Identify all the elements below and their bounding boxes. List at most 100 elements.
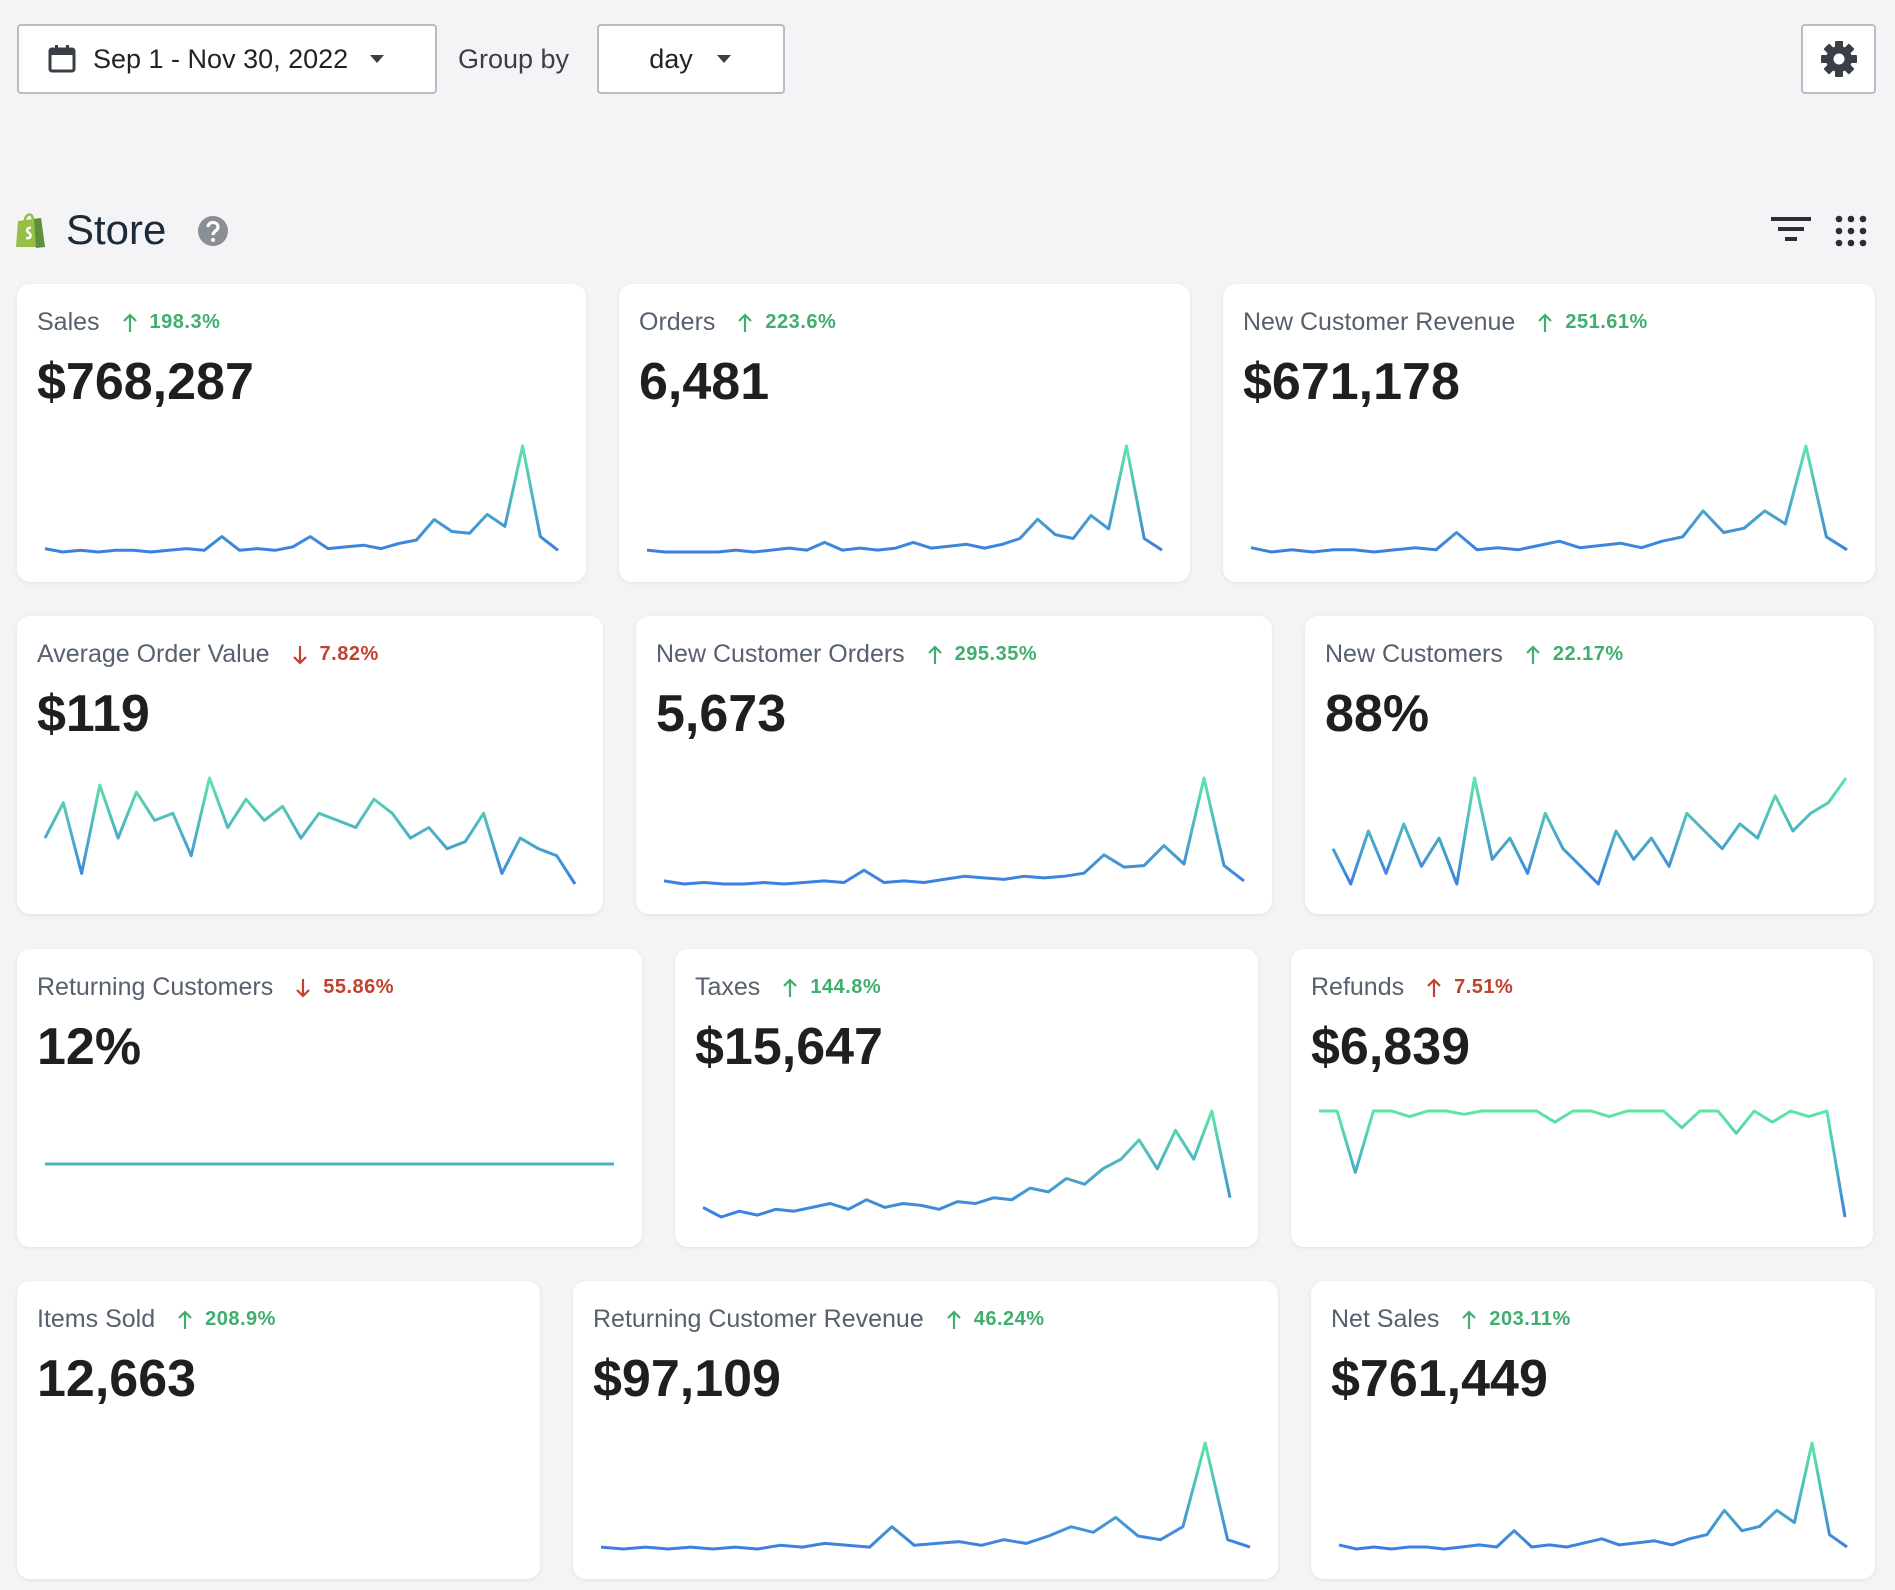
metric-header: Refunds 7.51% <box>1311 973 1513 1002</box>
metric-label: New Customer Orders <box>656 640 905 668</box>
metric-value: $15,647 <box>695 1018 883 1076</box>
metric-value: $6,839 <box>1311 1018 1471 1076</box>
arrow-path <box>1526 644 1540 664</box>
change-value: 46.24% <box>973 1308 1045 1330</box>
arrow-path <box>1538 312 1553 332</box>
metric-value: $97,109 <box>593 1350 781 1408</box>
metric-card: Refunds 7.51% $6,839 <box>1291 949 1873 1247</box>
metric-header: New Customer Revenue 251.61% <box>1243 308 1648 337</box>
metric-header: New Customer Orders 295.35% <box>656 640 1037 669</box>
metric-card: Orders 223.6% 6,481 <box>619 284 1190 582</box>
sparkline-chart <box>1338 1441 1848 1551</box>
metric-value: $119 <box>37 685 150 743</box>
metric-change: 295.35% <box>927 643 1037 666</box>
metric-card: New Customer Revenue 251.61% $671,178 <box>1223 284 1875 582</box>
metric-label: Sales <box>37 308 100 336</box>
change-value: 208.9% <box>205 1308 276 1330</box>
trend-arrow <box>1538 312 1553 332</box>
change-value: 198.3% <box>149 311 221 333</box>
metric-card: Average Order Value 7.82% $119 <box>17 616 603 914</box>
arrow-path <box>178 1309 192 1329</box>
sparkline <box>1319 1109 1847 1218</box>
sparkline <box>43 776 577 885</box>
sparkline-chart <box>1319 1109 1847 1218</box>
section-title: Store <box>66 206 167 253</box>
grid-icon[interactable] <box>1835 215 1867 247</box>
change-value: 295.35% <box>954 643 1038 665</box>
date-range-picker[interactable]: Sep 1 - Nov 30, 2022 <box>17 24 437 94</box>
metric-value: $761,449 <box>1331 1350 1548 1408</box>
metric-card: Net Sales 203.11% $761,449 <box>1311 1281 1875 1579</box>
metric-label: Average Order Value <box>37 640 270 668</box>
sparkline <box>600 1441 1251 1551</box>
arrow-path <box>296 978 310 998</box>
arrow-path <box>738 312 753 332</box>
metric-change: 223.6% <box>737 311 836 334</box>
sparkline <box>702 1109 1232 1219</box>
sparkline-chart <box>44 444 559 554</box>
metric-label: New Customer Revenue <box>1243 308 1516 336</box>
metric-value: 12,663 <box>37 1350 197 1408</box>
sparkline-chart <box>43 776 577 885</box>
metric-value: 5,673 <box>656 685 787 743</box>
sparkline <box>646 444 1163 554</box>
trend-arrow <box>738 312 753 332</box>
sparkline <box>1338 1441 1848 1551</box>
change-value: 7.51% <box>1454 976 1514 998</box>
metric-label: Items Sold <box>37 1305 156 1333</box>
metric-change: 203.11% <box>1461 1308 1570 1331</box>
change-value: 223.6% <box>765 311 837 333</box>
metric-label: Net Sales <box>1331 1305 1440 1333</box>
arrow-path <box>1462 1309 1477 1329</box>
metric-card: New Customers 22.17% 88% <box>1305 616 1874 914</box>
metric-change: 144.8% <box>782 976 881 999</box>
metric-card: Items Sold 208.9% 12,663 <box>17 1281 540 1579</box>
gear-icon <box>1820 41 1857 77</box>
metric-card: Returning Customers 55.86% 12% <box>17 949 642 1247</box>
shopify-icon <box>16 213 45 248</box>
metric-header: Returning Customers 55.86% <box>37 973 394 1002</box>
metric-label: Taxes <box>695 973 761 1001</box>
metric-change: 7.51% <box>1426 976 1513 999</box>
filter-icon[interactable] <box>1770 214 1812 244</box>
sparkline <box>1331 776 1848 886</box>
metric-label: Orders <box>639 308 716 336</box>
change-value: 251.61% <box>1565 311 1648 333</box>
arrow-path <box>122 312 137 332</box>
trend-arrow <box>927 644 942 664</box>
metric-value: $671,178 <box>1243 353 1460 411</box>
metric-header: Average Order Value 7.82% <box>37 640 379 669</box>
date-range-text: Sep 1 - Nov 30, 2022 <box>93 43 349 74</box>
arrow-path <box>927 644 942 664</box>
metric-header: Items Sold 208.9% <box>37 1305 276 1334</box>
sparkline <box>663 776 1245 886</box>
change-value: 7.82% <box>319 643 379 665</box>
metric-label: New Customers <box>1325 640 1503 668</box>
metric-change: 7.82% <box>292 643 379 666</box>
group-by-label: Group by <box>458 44 570 74</box>
group-by-value: day <box>649 43 693 74</box>
settings-button[interactable] <box>1801 24 1876 94</box>
sparkline <box>1250 444 1848 554</box>
sparkline-chart <box>600 1441 1251 1551</box>
metric-header: New Customers 22.17% <box>1325 640 1624 669</box>
metric-label: Returning Customer Revenue <box>593 1305 924 1333</box>
metric-value: 12% <box>37 1018 142 1076</box>
caret <box>716 55 731 63</box>
metric-change: 22.17% <box>1525 643 1624 666</box>
help-icon[interactable] <box>197 215 229 247</box>
trend-arrow <box>122 312 137 332</box>
change-value: 203.11% <box>1489 1308 1571 1330</box>
sparkline <box>44 444 559 554</box>
calendar-icon <box>48 45 76 73</box>
sparkline-chart <box>1331 776 1848 886</box>
sparkline-chart <box>1250 444 1848 554</box>
arrow-path <box>946 1309 961 1329</box>
metric-change: 208.9% <box>177 1308 276 1331</box>
group-by-select[interactable]: day <box>597 24 785 94</box>
metric-change: 55.86% <box>295 976 394 999</box>
trend-arrow <box>783 977 798 997</box>
metric-change: 198.3% <box>122 311 221 334</box>
trend-arrow <box>1526 644 1540 664</box>
